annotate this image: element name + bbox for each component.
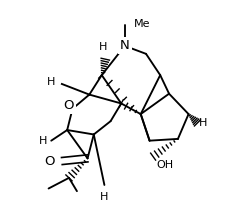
Text: O: O bbox=[44, 155, 55, 168]
Text: H: H bbox=[100, 192, 108, 202]
Text: H: H bbox=[39, 136, 48, 146]
Text: OH: OH bbox=[157, 160, 174, 170]
Text: H: H bbox=[99, 42, 108, 52]
Text: H: H bbox=[46, 77, 55, 87]
Text: O: O bbox=[64, 99, 74, 112]
Text: Me: Me bbox=[134, 19, 150, 29]
Text: H: H bbox=[199, 118, 208, 128]
Text: N: N bbox=[120, 39, 130, 52]
